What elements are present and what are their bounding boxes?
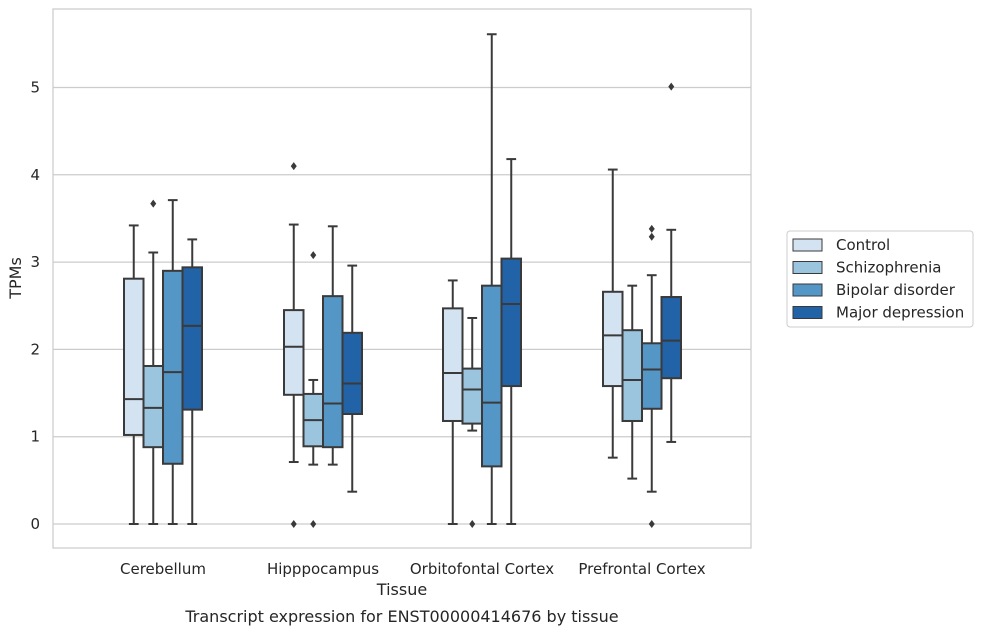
box-schizophrenia	[142, 199, 164, 525]
box-iqr	[602, 290, 624, 388]
legend-swatch	[792, 283, 823, 297]
legend: Control Schizophrenia Bipolar disorder Majo…	[786, 230, 974, 328]
box-iqr	[123, 277, 145, 436]
box-control	[283, 162, 305, 528]
box-iqr	[641, 342, 663, 410]
y-axis-ticks: 0 1 2 3 4 5	[30, 79, 40, 534]
legend-label: Major depression	[836, 304, 964, 322]
legend-swatch	[792, 238, 823, 252]
box-iqr	[442, 307, 464, 422]
x-axis-label: Tissue	[376, 580, 427, 599]
outlier-point	[668, 82, 675, 91]
y-tick-label: 5	[30, 79, 40, 97]
box-iqr	[322, 295, 344, 449]
legend-swatch	[792, 306, 823, 319]
boxes	[123, 33, 682, 528]
x-tick-label: Hipppocampus	[267, 560, 379, 578]
box-schizophrenia	[621, 284, 643, 480]
y-axis-label: TPMs	[6, 257, 25, 300]
box-bipolar-disorder	[481, 33, 503, 525]
y-tick-label: 2	[30, 340, 40, 358]
box-iqr	[461, 367, 483, 425]
legend-swatch	[792, 261, 823, 274]
plot-frame	[52, 8, 752, 549]
outlier-point	[648, 520, 655, 528]
outlier-point	[150, 199, 157, 208]
box-iqr	[341, 331, 363, 416]
legend-frame	[786, 230, 974, 328]
box-iqr	[481, 284, 503, 468]
y-tick-label: 4	[30, 166, 40, 184]
box-iqr	[621, 329, 643, 422]
box-schizophrenia	[302, 251, 324, 528]
outlier-point	[648, 232, 655, 241]
outlier-point	[310, 251, 317, 260]
box-iqr	[162, 269, 184, 465]
box-control	[442, 279, 464, 525]
y-tick-label: 3	[30, 253, 40, 271]
box-iqr	[142, 364, 164, 449]
box-bipolar-disorder	[641, 224, 663, 528]
legend-label: Schizophrenia	[836, 259, 941, 277]
box-iqr	[283, 309, 305, 396]
x-axis-ticks: Cerebellum Hipppocampus Orbitofontal Corte…	[120, 560, 706, 578]
box-iqr	[500, 257, 522, 388]
box-major-depression	[181, 238, 203, 525]
box-control	[123, 224, 145, 525]
legend-label: Control	[836, 236, 890, 254]
box-iqr	[660, 296, 682, 380]
x-tick-label: Orbitofontal Cortex	[410, 560, 554, 578]
gridlines	[53, 86, 751, 525]
legend-label: Bipolar disorder	[836, 281, 956, 299]
outlier-point	[469, 520, 476, 528]
outlier-point	[648, 224, 655, 233]
y-tick-label: 1	[30, 428, 40, 446]
outlier-point	[290, 520, 297, 528]
box-bipolar-disorder	[162, 199, 184, 525]
box-major-depression	[341, 264, 363, 493]
outlier-point	[290, 162, 297, 171]
box-iqr	[181, 266, 203, 411]
y-tick-label: 0	[30, 515, 40, 533]
box-major-depression	[500, 158, 522, 525]
box-control	[602, 168, 624, 459]
x-tick-label: Prefrontal Cortex	[578, 560, 705, 578]
figure-caption: Transcript expression for ENST0000041467…	[184, 607, 618, 626]
box-major-depression	[660, 82, 682, 443]
outlier-point	[310, 520, 317, 528]
x-tick-label: Cerebellum	[120, 560, 206, 578]
